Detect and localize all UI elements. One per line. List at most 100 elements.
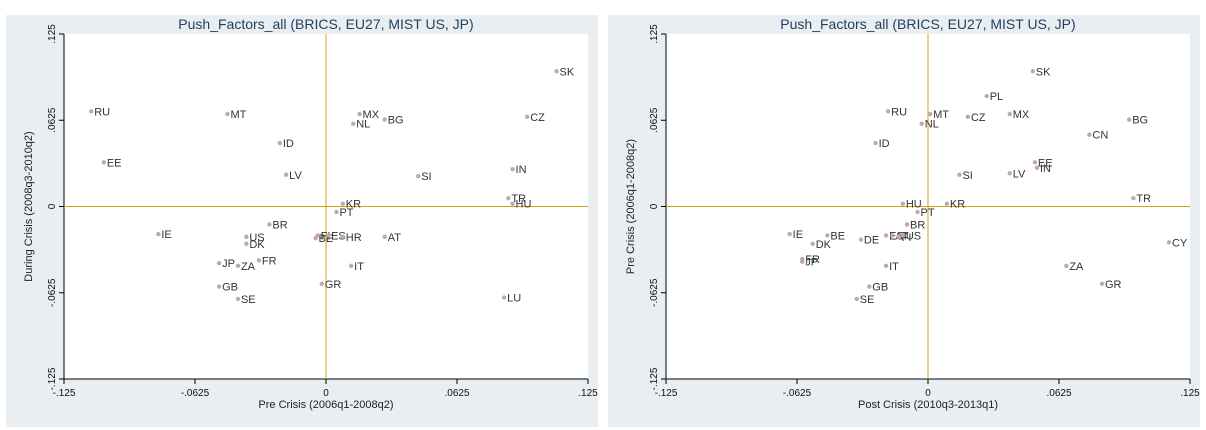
point-label-se: SE bbox=[860, 294, 875, 306]
point-dk bbox=[244, 241, 249, 246]
point-br bbox=[904, 222, 910, 227]
point-label-lv: LV bbox=[1013, 168, 1026, 180]
point-label-cz: CZ bbox=[971, 112, 986, 124]
point-label-br: BR bbox=[272, 219, 287, 231]
point-label-jp: JP bbox=[222, 258, 235, 270]
point-ie bbox=[156, 231, 161, 237]
point-label-za: ZA bbox=[1069, 261, 1084, 273]
point-label-ru: RU bbox=[891, 106, 907, 118]
point-label-sk: SK bbox=[1036, 66, 1051, 78]
point-label-at: AT bbox=[388, 232, 402, 244]
x-tick-label: 0 bbox=[925, 388, 931, 399]
point-pt bbox=[334, 209, 339, 215]
point-label-fr: FR bbox=[262, 255, 277, 267]
x-tick-label: -.0625 bbox=[783, 388, 812, 399]
point-label-pl: PL bbox=[990, 91, 1003, 103]
point-label-gr: GR bbox=[325, 279, 342, 291]
point-cz bbox=[525, 114, 530, 120]
point-nl bbox=[351, 121, 356, 126]
point-lv bbox=[283, 172, 289, 177]
point-label-bg: BG bbox=[1132, 115, 1148, 127]
point-ru bbox=[885, 109, 891, 114]
point-label-mt: MT bbox=[933, 109, 949, 121]
point-label-mt: MT bbox=[230, 109, 246, 121]
point-label-lv: LV bbox=[289, 170, 302, 182]
y-tick-label: 0 bbox=[649, 203, 660, 209]
point-label-tr: TR bbox=[1136, 193, 1151, 205]
point-label-ru: RU bbox=[94, 106, 110, 118]
point-hu bbox=[900, 201, 906, 206]
y-tick-label: 0 bbox=[47, 203, 58, 209]
point-label-fi: FI bbox=[321, 230, 331, 242]
point-dk bbox=[810, 241, 815, 246]
point-label-ie: IE bbox=[161, 229, 171, 241]
point-label-cn: CN bbox=[1092, 130, 1108, 142]
point-cz bbox=[965, 114, 971, 120]
chart-title: Push_Factors_all (BRICS, EU27, MIST US, … bbox=[178, 16, 473, 32]
point-label-hr: HR bbox=[346, 232, 362, 244]
y-axis-title: Pre Crisis (2006q1-2008q2) bbox=[625, 139, 637, 274]
point-label-tr: TR bbox=[511, 193, 526, 205]
point-label-kr: KR bbox=[346, 199, 361, 211]
point-label-si: SI bbox=[962, 170, 972, 182]
point-label-it: IT bbox=[889, 261, 899, 273]
point-hu bbox=[510, 201, 515, 206]
point-label-nl: NL bbox=[925, 119, 939, 131]
point-sk bbox=[1030, 69, 1035, 74]
point-br bbox=[267, 222, 272, 227]
point-ee bbox=[1032, 160, 1038, 165]
point-mx bbox=[357, 111, 362, 117]
point-gb bbox=[216, 284, 222, 289]
point-label-nl: NL bbox=[356, 119, 370, 131]
point-lu bbox=[501, 295, 507, 300]
x-axis-title: Post Crisis (2010q3-2013q1) bbox=[858, 399, 998, 411]
point-label-za: ZA bbox=[241, 261, 256, 273]
point-be bbox=[825, 233, 830, 238]
point-at bbox=[890, 233, 895, 238]
y-tick-label: -.125 bbox=[47, 367, 58, 390]
point-label-in: IN bbox=[516, 164, 527, 176]
point-za bbox=[1064, 263, 1069, 269]
point-label-pt: PT bbox=[339, 207, 353, 219]
point-label-dk: DK bbox=[249, 239, 265, 251]
point-label-it: IT bbox=[354, 261, 364, 273]
point-si bbox=[957, 172, 962, 177]
point-se bbox=[854, 296, 859, 302]
point-gr bbox=[1099, 281, 1105, 286]
point-it bbox=[883, 263, 889, 269]
point-kr bbox=[944, 201, 950, 206]
point-label-gb: GB bbox=[872, 282, 888, 294]
x-tick-label: .0625 bbox=[444, 388, 469, 399]
x-tick-label: -.125 bbox=[53, 388, 76, 399]
point-cy bbox=[1166, 240, 1172, 245]
point-label-pt: PT bbox=[921, 207, 935, 219]
point-ee bbox=[101, 160, 107, 165]
point-ru bbox=[89, 109, 94, 114]
y-tick-label: -.0625 bbox=[47, 278, 58, 307]
point-se bbox=[235, 296, 241, 302]
point-si bbox=[416, 173, 421, 179]
point-label-ee: EE bbox=[107, 157, 122, 169]
point-label-ee: EE bbox=[1038, 157, 1053, 169]
point-tr bbox=[1131, 196, 1136, 201]
point-label-mx: MX bbox=[363, 109, 380, 121]
point-ie bbox=[787, 231, 792, 237]
x-axis-title: Pre Crisis (2006q1-2008q2) bbox=[258, 399, 393, 411]
point-pl bbox=[984, 93, 989, 99]
point-label-be: BE bbox=[830, 230, 845, 242]
y-axis-title: During Crisis (2008q3-2010q2) bbox=[23, 131, 35, 281]
point-mt bbox=[927, 111, 933, 117]
point-gb bbox=[867, 284, 872, 289]
point-label-id: ID bbox=[283, 138, 294, 150]
point-label-us: US bbox=[906, 230, 921, 242]
point-hr bbox=[340, 234, 345, 240]
point-label-cz: CZ bbox=[530, 112, 545, 124]
point-label-us: US bbox=[249, 232, 264, 244]
point-label-jp: JP bbox=[805, 257, 818, 269]
point-de bbox=[858, 237, 864, 242]
point-lv bbox=[1007, 171, 1012, 176]
point-in bbox=[510, 167, 515, 172]
chart-title: Push_Factors_all (BRICS, EU27, MIST US, … bbox=[780, 16, 1075, 32]
point-es bbox=[325, 233, 331, 238]
y-tick-label: .0625 bbox=[649, 107, 660, 132]
